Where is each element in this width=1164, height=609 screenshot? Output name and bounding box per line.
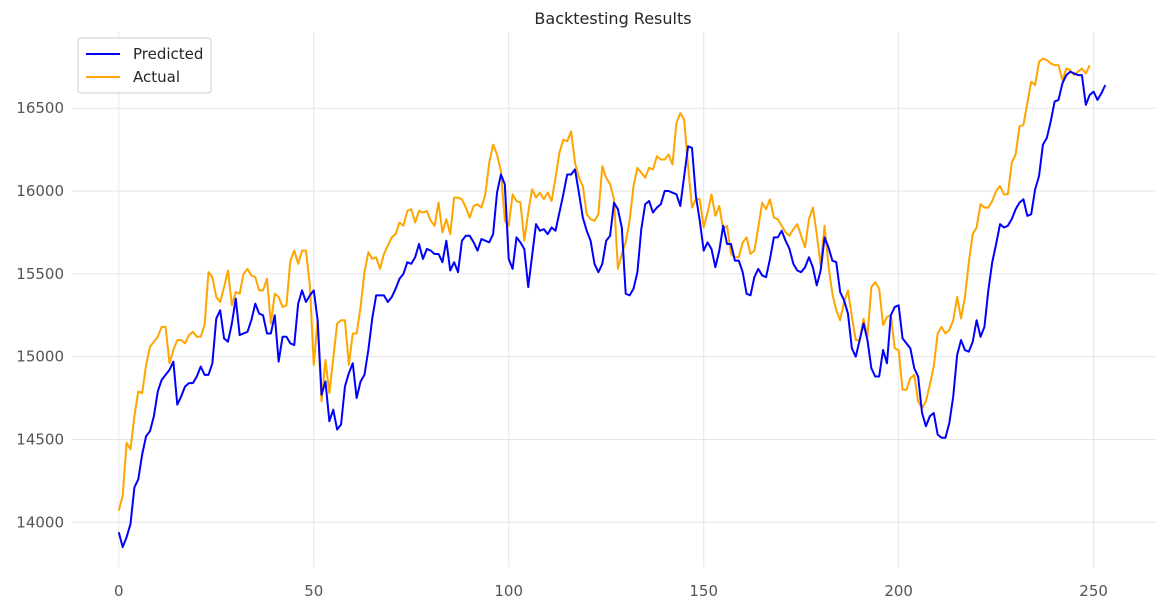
y-tick-label: 16500 [16, 99, 64, 117]
y-tick-label: 16000 [16, 182, 64, 200]
legend-predicted-label: Predicted [133, 45, 203, 63]
series-line-actual [117, 57, 1091, 511]
legend: Predicted Actual [77, 37, 212, 94]
series-line-predicted [117, 70, 1107, 549]
x-tick-label: 150 [689, 582, 718, 600]
x-tick-label: 250 [1079, 582, 1108, 600]
y-tick-label: 14000 [16, 513, 64, 531]
legend-actual-label: Actual [133, 68, 180, 86]
x-tick-label: 100 [494, 582, 523, 600]
y-tick-label: 15500 [16, 265, 64, 283]
x-tick-label: 0 [114, 582, 124, 600]
legend-box [77, 37, 212, 94]
x-tick-label: 50 [304, 582, 323, 600]
y-tick-label: 14500 [16, 430, 64, 448]
chart-title: Backtesting Results [534, 9, 691, 28]
x-tick-label: 200 [884, 582, 913, 600]
gridlines [72, 32, 1156, 567]
series-lines [117, 57, 1107, 549]
axis-ticks: 0 50 100 150 200 250 14000 14500 15000 15500 16000… [16, 99, 1108, 600]
y-tick-label: 15000 [16, 348, 64, 366]
